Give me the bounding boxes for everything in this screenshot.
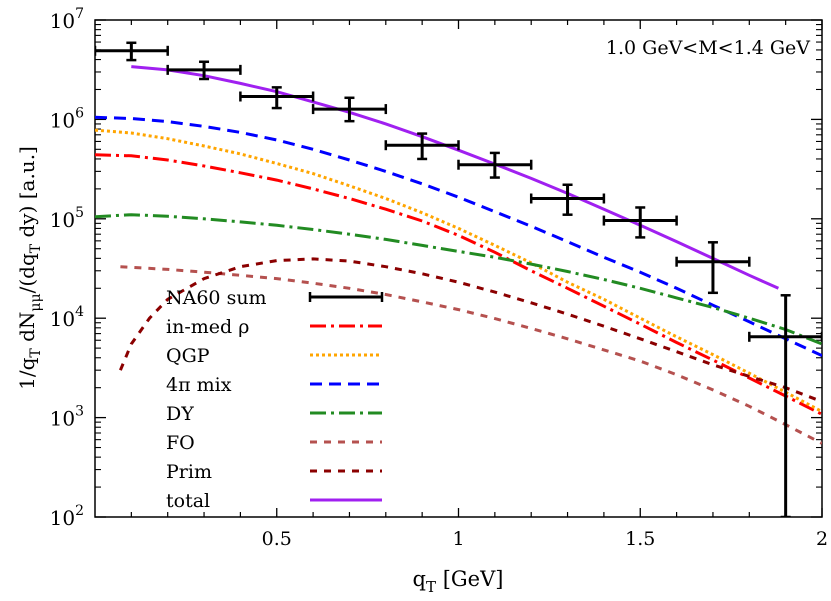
y-tick-label: 102 [50,503,84,530]
y-tick-label: 104 [50,304,84,331]
data-point [529,183,606,216]
legend-label: NA60 sum [166,287,267,309]
x-axis-label: qT [GeV] [413,567,504,596]
data-point [95,41,169,62]
legend-entry: QGP [166,345,382,367]
x-tick-label: 2 [816,528,828,550]
legend-entry: 4π mix [166,374,382,396]
legend-label: total [166,490,210,512]
annotation: 1.0 GeV<M<1.4 GeV [606,37,810,59]
y-tick-label: 103 [50,404,84,431]
y-tick-label: 107 [50,6,84,33]
data-point [311,96,388,123]
data-point [457,151,533,179]
legend-entry: NA60 sum [166,287,384,309]
y-tick-label: 106 [50,105,84,132]
series-total-line [131,65,780,290]
y-axis-label: 1/qT dNμμ/(dqT dy) [a.u.] [15,146,44,390]
data-point [748,294,822,517]
data-point [602,206,678,239]
legend-label: Prim [166,461,212,483]
legend-label: DY [166,403,194,425]
legend-label: FO [166,432,195,454]
data-point [675,241,751,295]
legend-entry: total [166,490,382,512]
legend-entry: FO [166,432,382,454]
series-in-med--line [95,153,822,416]
legend-label: QGP [166,345,210,367]
series-prim-line [119,257,822,404]
data-point [239,86,315,110]
legend-entry: in-med ρ [166,316,382,338]
x-tick-label: 0.5 [262,528,292,550]
legend-entry: Prim [166,461,382,483]
legend-label: in-med ρ [166,316,249,338]
x-tick-label: 1 [452,528,464,550]
series-dy-line [95,213,822,346]
legend-entry: DY [166,403,382,425]
data-point [384,132,460,161]
series-qgp-line [95,128,822,413]
series-fo-line [120,265,822,445]
x-tick-label: 1.5 [625,528,655,550]
legend-label: 4π mix [166,374,232,396]
series-4-mix-line [95,115,822,357]
legend: NA60 sum in-med ρ QGP 4π mix DY FO Prim total [166,287,384,512]
data-point [166,60,242,81]
y-tick-label: 105 [50,205,84,232]
